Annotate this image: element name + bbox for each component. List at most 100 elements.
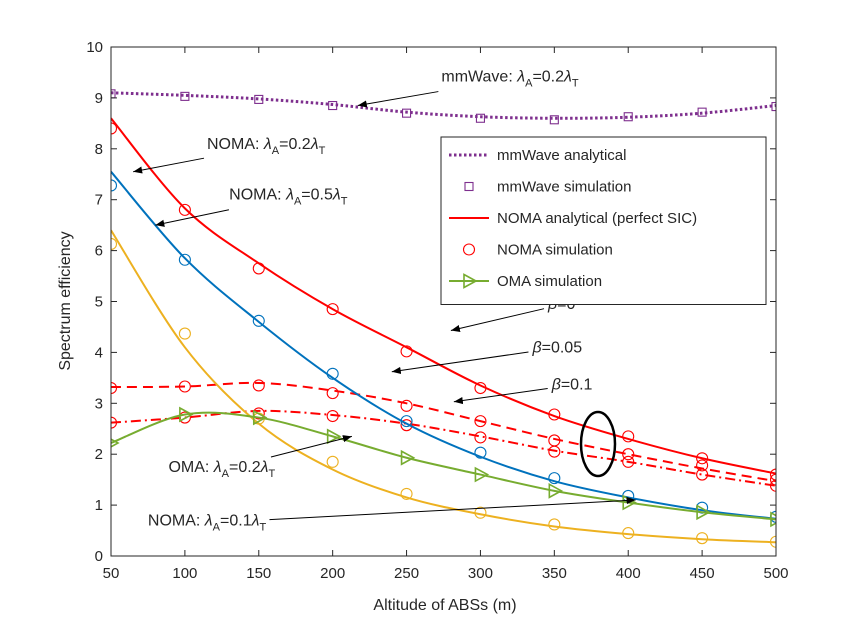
series-noma-b01-sim-point-7 [622,455,635,468]
series-noma-b01-sim-point-0 [111,416,118,429]
series-noma-sim-02-point-1 [178,203,191,216]
series-noma-sim-02 [111,122,776,481]
x-tick-label-3: 200 [320,565,345,582]
anno-mmwave: mmWave: λA=0.2λT [357,69,579,108]
series-noma-05-sim-point-0 [111,179,118,192]
series-noma-b005-sim-point-4 [400,399,413,412]
series-oma-sim-point-2 [252,409,268,426]
x-axis-label: Altitude of ABSs (m) [373,597,516,614]
series-noma-b005 [111,381,776,483]
series-noma-sim-02-point-0 [111,122,118,135]
legend-entry-noma-an: NOMA analytical (perfect SIC) [449,210,697,227]
series-mmw-sim [111,89,776,125]
sic-ellipse [579,410,617,478]
series-noma-sim-02-point-3 [326,303,339,316]
series-noma-b005-sim-point-5 [474,415,487,428]
series-mmw-sim-point-6 [549,115,559,125]
series-noma-01-sim-point-9 [769,535,776,548]
series-noma-05-sim-point-3 [326,367,339,380]
series-oma-sim-point-1 [179,406,194,423]
legend-entry-mmw-an: mmWave analytical [449,147,626,164]
series-mmw-sim-point-7 [623,112,633,122]
series-layer [111,89,776,548]
series-oma-sim-point-8 [696,504,711,521]
series-mmw-sim-point-8 [697,107,707,117]
series-noma-01-sim-point-0 [111,237,118,251]
y-tick-label-8: 8 [95,141,103,158]
anno-noma-01-arrow [269,496,636,521]
anno-noma-01-text: NOMA: λA=0.1λT [148,512,267,533]
x-tick-label-2: 150 [246,565,271,582]
series-mmw-sim-point-4 [402,108,412,118]
anno-mmwave-text: mmWave: λA=0.2λT [441,69,579,90]
legend-entry-oma-sim: OMA simulation [449,273,602,290]
series-noma-an [111,117,776,475]
legend: mmWave analytical mmWave simulation NOMA a… [440,136,767,305]
x-tick-label-8: 450 [690,565,715,582]
series-noma-sim-02-point-9 [769,468,776,481]
series-noma-01-sim-point-3 [326,455,339,468]
x-tick-label-9: 500 [763,565,788,582]
series-noma-05-sim-point-2 [252,314,265,327]
series-noma-b005-sim [111,379,776,486]
series-oma-sim-point-6 [548,483,564,499]
series-noma-sim-02-point-6 [548,408,561,421]
anno-oma-text: OMA: λA=0.2λT [168,459,275,480]
series-noma-01-sim-point-6 [548,518,561,531]
series-mmw-sim-point-9 [771,102,776,112]
series-oma-sim-point-3 [326,428,342,445]
legend-label-mmw-an: mmWave analytical [497,147,626,164]
anno-noma-02-text: NOMA: λA=0.2λT [207,136,326,157]
series-noma-01 [111,229,776,544]
series-noma-05-sim-point-4 [400,415,413,428]
series-mmw-sim-point-3 [328,100,338,111]
series-noma-05-sim-point-1 [178,253,191,266]
series-noma-05 [111,171,776,520]
series-noma-b005-sim-point-8 [696,459,709,472]
legend-marker-mmw-sim-point-0 [464,181,474,192]
series-noma-sim-02-point-8 [696,452,709,465]
x-tick-label-0: 50 [103,565,120,582]
anno-beta005: β=0.05 [391,339,582,375]
series-mmw-sim-point-0 [111,89,116,99]
y-tick-label-5: 5 [95,294,103,311]
anno-beta0-arrow [450,308,545,332]
series-noma-01-sim-point-8 [696,532,709,545]
legend-marker-oma-sim-point-0 [463,273,478,289]
series-noma-b005-sim-point-1 [178,380,191,393]
series-mmw-sim-point-5 [475,113,485,123]
series-noma-b01-sim-point-4 [400,419,413,432]
legend-label-mmw-sim: mmWave simulation [497,179,631,196]
legend-entry-mmw-sim: mmWave simulation [464,179,631,196]
y-tick-label-4: 4 [95,344,103,361]
y-tick-label-2: 2 [95,446,103,463]
series-noma-b005-sim-point-9 [769,473,776,486]
y-tick-label-10: 10 [86,39,103,56]
anno-beta01-arrow [453,387,548,405]
y-tick-label-0: 0 [95,548,103,565]
x-tick-label-4: 250 [394,565,419,582]
series-noma-b01-line [111,409,776,487]
series-oma-sim-point-5 [474,466,490,483]
anno-noma-05-arrow [155,209,230,227]
anno-beta01: β=0.1 [453,377,593,405]
series-noma-05-sim-point-6 [548,472,561,485]
series-noma-b01-sim-point-9 [769,479,776,492]
series-noma-b005-sim-point-7 [622,448,635,461]
series-noma-01-sim-point-7 [622,527,635,540]
x-tick-label-6: 350 [542,565,567,582]
anno-noma-02: NOMA: λA=0.2λT [133,136,326,174]
anno-noma-05: NOMA: λA=0.5λT [155,187,348,227]
series-mmw-sim-point-1 [180,91,190,101]
anno-mmwave-arrow [357,91,439,108]
series-mmw-an-line [111,91,776,120]
anno-noma-01: NOMA: λA=0.1λT [148,496,636,533]
y-tick-label-3: 3 [95,395,103,412]
anno-oma-arrow [270,435,353,458]
series-noma-b01-sim-point-5 [474,431,487,444]
anno-beta01-text: β=0.1 [551,377,593,394]
series-noma-05-sim-point-5 [474,446,487,459]
anno-beta005-text: β=0.05 [531,339,582,356]
x-tick-label-7: 400 [616,565,641,582]
